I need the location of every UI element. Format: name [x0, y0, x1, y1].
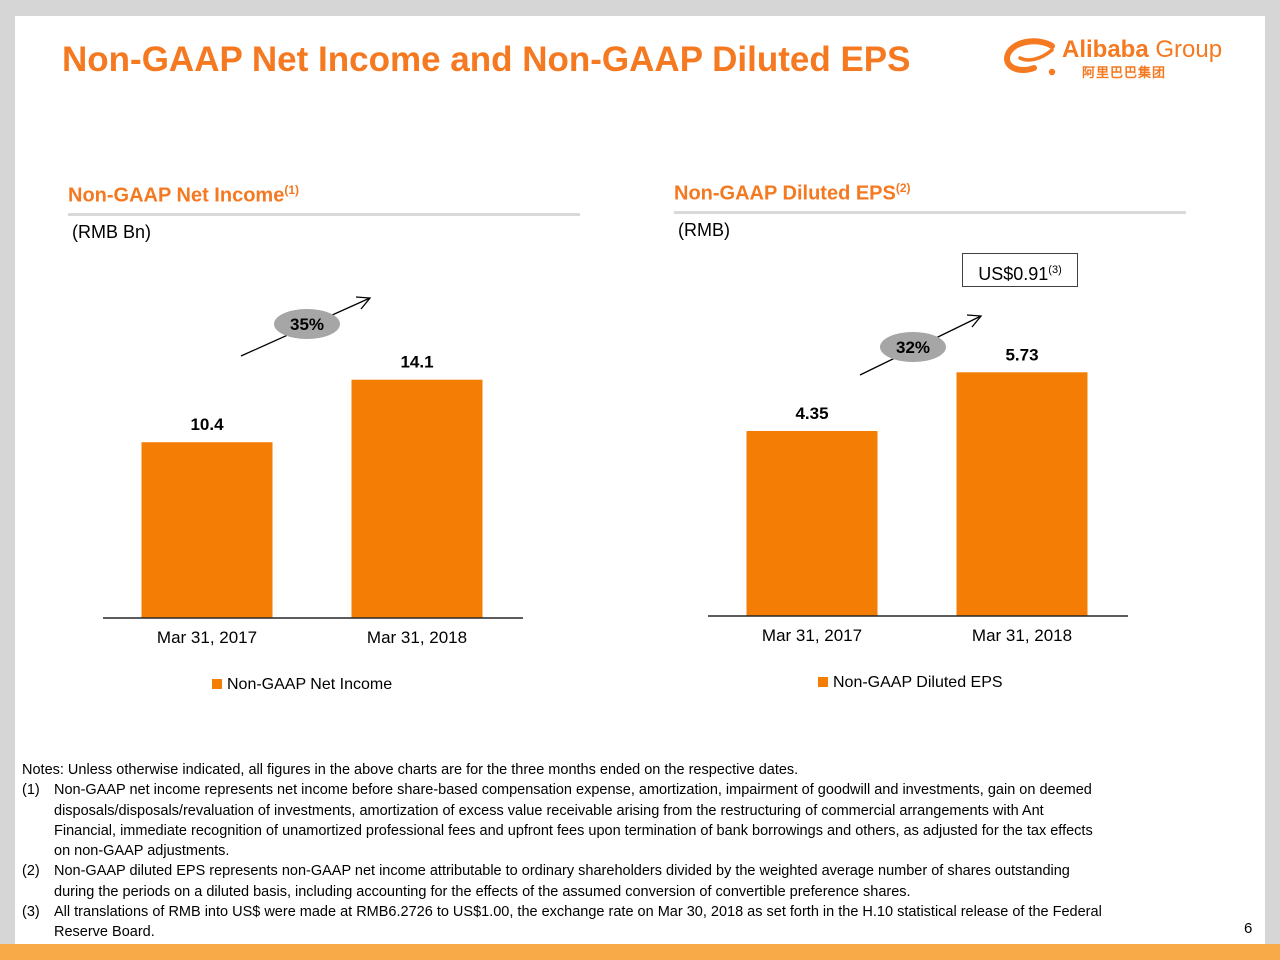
bar-2017 — [746, 430, 878, 616]
footnote-number: (3) — [22, 904, 40, 921]
net-income-unit: (RMB Bn) — [72, 222, 152, 242]
net-income-legend: Non-GAAP Net Income — [212, 676, 392, 694]
logo-chinese: 阿里巴巴集团 — [1082, 65, 1167, 80]
footnote-item: (2) Non-GAAP diluted EPS represents non-G… — [22, 861, 1242, 902]
bar-2017 — [141, 442, 273, 618]
x-tick-label: Mar 31, 2017 — [157, 628, 257, 647]
legend-label: Non-GAAP Net Income — [227, 676, 393, 693]
footnote-line: on non-GAAP adjustments. — [54, 843, 230, 860]
footnote-item: (3) All translations of RMB into US$ were… — [22, 902, 1242, 943]
legend-label: Non-GAAP Diluted EPS — [833, 674, 1003, 691]
footnote-text: All translations of RMB into US$ were ma… — [54, 902, 1242, 943]
growth-label: 35% — [290, 315, 324, 334]
slide-title: Non-GAAP Net Income and Non-GAAP Diluted… — [62, 40, 911, 79]
logo-wordmark: Alibaba Group — [1062, 36, 1222, 64]
x-tick-label: Mar 31, 2018 — [367, 628, 467, 647]
alibaba-smile-icon — [1004, 38, 1056, 76]
net-income-note-ref: (1) — [284, 183, 299, 197]
growth-label: 32% — [896, 338, 930, 357]
value-label: 14.1 — [400, 353, 433, 372]
value-label: 10.4 — [190, 415, 224, 434]
x-tick-label: Mar 31, 2017 — [762, 626, 862, 645]
usd-note-ref: (3) — [1048, 264, 1062, 276]
footnote-line: All translations of RMB into US$ were ma… — [54, 904, 1102, 921]
page-number: 6 — [1244, 920, 1253, 937]
footnote-number: (2) — [22, 863, 40, 880]
net-income-title-text: Non-GAAP Net Income — [68, 184, 285, 207]
eps-section-rule — [674, 211, 1186, 214]
value-label: 5.73 — [1005, 345, 1038, 364]
legend-swatch — [212, 679, 222, 689]
logo-name: Alibaba — [1062, 36, 1149, 63]
net-income-section-rule — [68, 213, 580, 216]
top-frame-bar — [0, 0, 1280, 16]
usd-conversion-box: US$0.91(3) — [962, 253, 1078, 287]
eps-section-title: Non-GAAP Diluted EPS(2) — [674, 181, 911, 206]
net-income-section-title: Non-GAAP Net Income(1) — [68, 183, 299, 208]
alibaba-group-logo: Alibaba Group 阿里巴巴集团 — [1000, 34, 1250, 84]
bar-2018 — [351, 379, 483, 618]
footnote-line: Non-GAAP diluted EPS represents non-GAAP… — [54, 863, 1070, 880]
footnote-number: (1) — [22, 782, 40, 799]
legend-swatch — [818, 677, 828, 687]
bar-2018 — [956, 372, 1088, 616]
footnote-line: Financial, immediate recognition of unam… — [54, 822, 1093, 839]
left-frame-bar — [0, 16, 15, 946]
bottom-accent-bar — [0, 944, 1280, 960]
footnote-line: during the periods on a diluted basis, i… — [54, 883, 911, 900]
footnote-line: Non-GAAP net income represents net incom… — [54, 782, 1092, 799]
eps-unit: (RMB) — [678, 220, 730, 240]
footnotes: Notes: Unless otherwise indicated, all f… — [22, 760, 1242, 943]
eps-legend: Non-GAAP Diluted EPS — [818, 674, 1003, 692]
right-frame-bar — [1265, 16, 1280, 946]
growth-bubble — [274, 309, 340, 339]
logo-group: Group — [1155, 36, 1223, 63]
value-label: 4.35 — [795, 404, 828, 423]
growth-annotation: 32% — [859, 314, 983, 376]
footnote-line: Reserve Board. — [54, 924, 155, 941]
growth-bubble — [880, 332, 946, 362]
footnote-line: disposals/disposals/revaluation of inves… — [54, 802, 1044, 819]
eps-chart: 4.35 5.73 Mar 31, 2017 Mar 31, 2018 32% — [708, 314, 1128, 645]
x-tick-label: Mar 31, 2018 — [972, 626, 1072, 645]
growth-arrowhead — [355, 296, 372, 310]
footnote-item: (1) Non-GAAP net income represents net in… — [22, 780, 1242, 861]
usd-value: US$0.91 — [978, 264, 1049, 284]
growth-arrowhead — [966, 314, 983, 328]
notes-intro: Notes: Unless otherwise indicated, all f… — [22, 762, 799, 778]
growth-annotation: 35% — [240, 296, 372, 357]
footnote-text: Non-GAAP diluted EPS represents non-GAAP… — [54, 861, 1242, 902]
net-income-chart: 10.4 14.1 Mar 31, 2017 Mar 31, 2018 35% — [103, 296, 523, 647]
eps-title-text: Non-GAAP Diluted EPS — [674, 182, 896, 205]
footnote-text: Non-GAAP net income represents net incom… — [54, 780, 1242, 861]
eps-note-ref: (2) — [895, 181, 911, 195]
